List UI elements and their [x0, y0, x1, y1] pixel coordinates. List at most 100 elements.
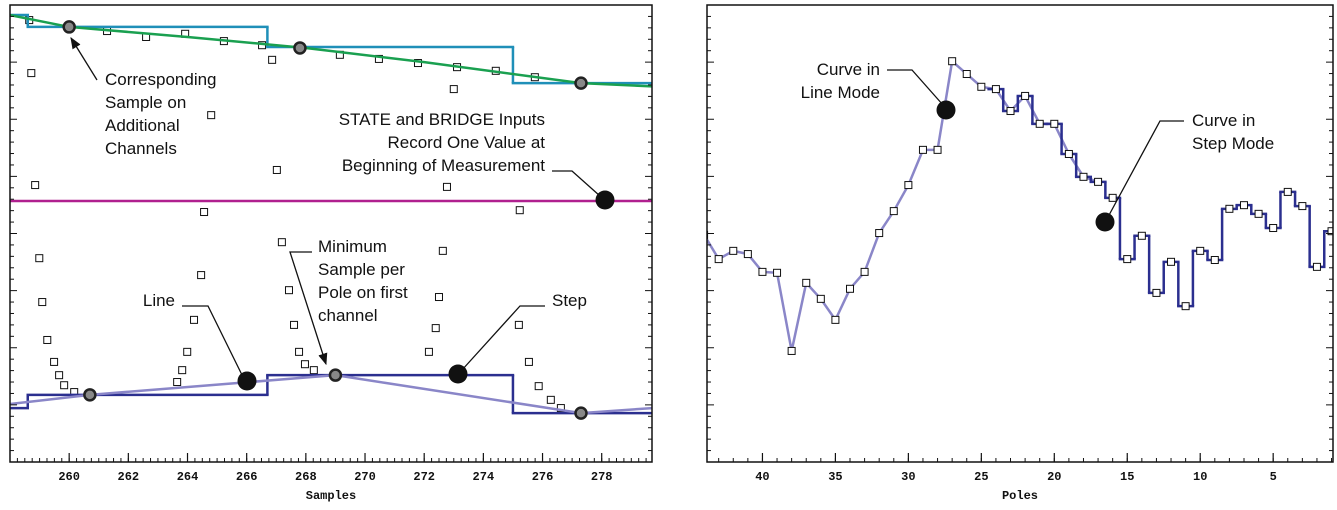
sample-square — [1239, 201, 1248, 210]
x-tick-label: 15 — [1120, 470, 1134, 484]
sample-square — [1079, 172, 1088, 181]
sample-square — [889, 207, 898, 216]
sample-square — [918, 145, 927, 154]
x-tick-label: 10 — [1193, 470, 1207, 484]
annotation-text: Additional — [105, 116, 180, 135]
sample-square — [1167, 257, 1176, 266]
sample-square — [904, 181, 913, 190]
sample-square — [515, 206, 524, 215]
sample-square — [272, 165, 281, 174]
sample-square — [284, 286, 293, 295]
sample-square — [758, 267, 767, 276]
plot-area — [707, 57, 1333, 355]
sample-square — [1312, 262, 1321, 271]
sample-square — [1108, 193, 1117, 202]
sample-square — [43, 335, 52, 344]
annotation-text: Curve in — [817, 60, 880, 79]
callout-dot — [936, 100, 956, 120]
plot-frame — [9, 4, 653, 463]
annotation-text: Step Mode — [1192, 134, 1274, 153]
annotation-text: Corresponding — [105, 70, 217, 89]
x-tick-label: 264 — [177, 470, 199, 484]
leader-line — [887, 69, 944, 106]
annotation-text: Minimum — [318, 237, 387, 256]
sample-square — [424, 347, 433, 356]
x-tick-label: 270 — [354, 470, 376, 484]
sample-square — [27, 69, 36, 78]
sample-square — [1050, 119, 1059, 128]
sample-square — [1210, 256, 1219, 265]
highlight-sample — [62, 20, 76, 34]
annotation-text: STATE and BRIDGE Inputs — [339, 110, 545, 129]
sample-square — [173, 378, 182, 387]
sample-square — [948, 57, 957, 66]
sample-square — [295, 347, 304, 356]
sample-square — [514, 320, 523, 329]
sample-square — [449, 85, 458, 94]
sample-square — [60, 381, 69, 390]
x-tick-label: 30 — [901, 470, 915, 484]
sample-square — [831, 315, 840, 324]
x-tick-label: 276 — [532, 470, 554, 484]
x-tick-label: 266 — [236, 470, 258, 484]
sample-square — [1181, 302, 1190, 311]
sample-square — [1021, 91, 1030, 100]
sample-square — [524, 357, 533, 366]
sample-square — [300, 360, 309, 369]
sample-square — [816, 294, 825, 303]
x-tick-label: 260 — [58, 470, 80, 484]
sample-square — [743, 250, 752, 259]
x-tick-label: 20 — [1047, 470, 1061, 484]
highlight-sample — [574, 406, 588, 420]
annotation-text: Step — [552, 291, 587, 310]
leader-line — [182, 305, 244, 378]
plot-area — [10, 13, 652, 420]
leader-line — [552, 170, 601, 197]
sample-square — [35, 254, 44, 263]
leader-line — [70, 37, 98, 81]
sample-square — [787, 346, 796, 355]
sample-square — [1094, 177, 1103, 186]
sample-square — [268, 55, 277, 64]
x-tick-label: 268 — [295, 470, 317, 484]
sample-square — [534, 382, 543, 391]
highlight-sample — [293, 41, 307, 55]
sample-square — [277, 238, 286, 247]
sample-square — [374, 54, 383, 63]
sample-square — [190, 315, 199, 324]
x-axis-label: Samples — [306, 489, 356, 503]
x-tick-label: 5 — [1270, 470, 1277, 484]
callout-dot — [1095, 212, 1115, 232]
sample-square — [1327, 227, 1333, 236]
highlight-sample — [574, 76, 588, 90]
sample-square — [1006, 107, 1015, 116]
sample-square — [1254, 209, 1263, 218]
x-axis-label: Poles — [1002, 489, 1038, 503]
leader-line — [1107, 120, 1184, 218]
sample-square — [200, 208, 209, 217]
sample-square — [183, 347, 192, 356]
sample-square — [729, 246, 738, 255]
annotation-text: Record One Value at — [388, 133, 546, 152]
sample-square — [860, 267, 869, 276]
sample-square — [55, 371, 64, 380]
plot-frame — [706, 4, 1334, 463]
sample-square — [1064, 149, 1073, 158]
sample-square — [933, 145, 942, 154]
callout-dot — [595, 190, 615, 210]
sample-square — [962, 70, 971, 79]
sample-square — [434, 293, 443, 302]
annotation-text: Line Mode — [801, 83, 880, 102]
sample-square — [977, 82, 986, 91]
sample-square — [714, 255, 723, 264]
sample-square — [1152, 288, 1161, 297]
x-tick-label: 278 — [591, 470, 613, 484]
sample-square — [50, 357, 59, 366]
leader-line — [461, 305, 545, 371]
annotation-text: Curve in — [1192, 111, 1255, 130]
line — [10, 373, 652, 415]
annotation-text: Channels — [105, 139, 177, 158]
sample-square — [1269, 224, 1278, 233]
